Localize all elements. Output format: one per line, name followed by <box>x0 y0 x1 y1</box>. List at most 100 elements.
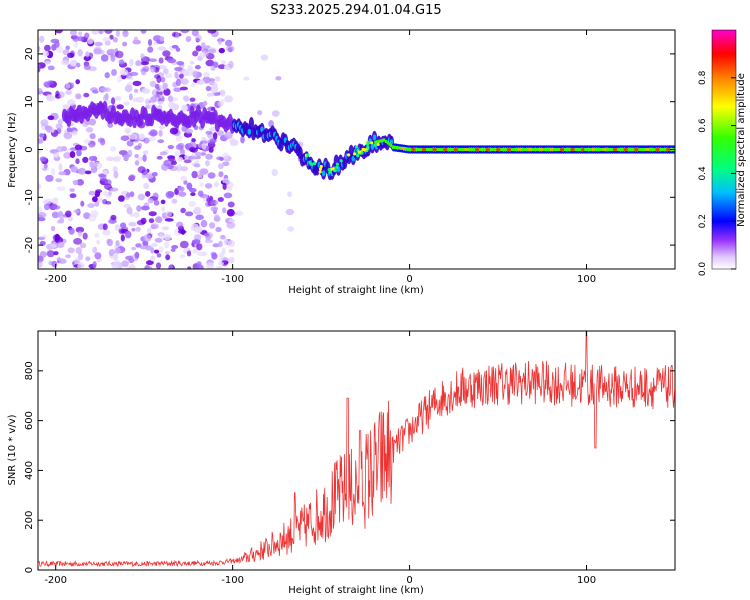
spectrogram-noise <box>190 60 195 65</box>
spectrogram-line-core <box>391 145 395 149</box>
spectrogram-noise <box>66 83 71 89</box>
spectrogram-line-core <box>598 147 602 152</box>
spectrogram-noise <box>210 206 219 212</box>
spectrogram-noise <box>180 207 186 214</box>
spectrogram-line-core <box>377 139 380 143</box>
spectrogram-noise <box>88 144 94 149</box>
spectrogram-noise <box>134 251 140 259</box>
spectrogram-noise <box>87 203 95 209</box>
spectrogram-line-core <box>492 147 495 152</box>
spectrogram-noise <box>196 79 205 85</box>
spectrogram-noise <box>102 169 108 175</box>
spectrogram-noise <box>159 151 168 156</box>
spectrogram-noise <box>221 60 226 65</box>
spectrogram-line-core <box>660 147 663 152</box>
spectrogram-noise <box>75 158 80 165</box>
spectrogram-noise <box>92 89 99 94</box>
spectrogram-line-core <box>491 147 494 152</box>
spectrogram-noise <box>96 239 101 245</box>
spectrogram-noise <box>38 138 44 144</box>
spectrogram-noise <box>205 130 213 135</box>
spectrogram-noise <box>180 229 186 235</box>
spectrogram-line-core <box>510 147 513 152</box>
spectrogram-noise <box>180 30 190 34</box>
spectrogram-noise <box>136 205 142 212</box>
snr-axes: -200 -100 0 100 0 200 400 600 800 <box>24 331 675 586</box>
spectrogram-line-core <box>643 147 646 152</box>
spectrogram-noise <box>188 200 196 208</box>
spectrogram-noise <box>115 50 124 59</box>
spectrogram-noise <box>164 73 173 79</box>
colorbar-tick-label: 0.2 <box>698 214 708 228</box>
spectrogram-line-core <box>639 147 642 152</box>
spectrogram-noise <box>187 266 192 269</box>
spectrogram-noise <box>114 224 121 231</box>
spectrogram-noise <box>148 218 155 224</box>
spectrogram-noise <box>55 123 63 130</box>
spectrogram-noise <box>146 260 154 266</box>
spectrogram-noise <box>208 146 214 153</box>
spectrogram-noise <box>155 262 162 269</box>
spectrogram-noise <box>215 265 223 269</box>
spectrogram-noise <box>69 193 77 199</box>
spectrogram-noise <box>227 201 235 208</box>
spectrogram-noise <box>205 85 212 92</box>
spectrogram-noise <box>38 63 41 69</box>
colorbar-tick-label: 0.0 <box>698 262 708 277</box>
spectrogram-noise <box>191 223 199 229</box>
spectrogram-noise <box>173 87 182 92</box>
spectrogram-line-core <box>483 147 487 152</box>
spectrogram-noise <box>57 211 64 217</box>
spectrogram-noise <box>198 169 206 176</box>
spectrogram-noise <box>145 245 152 251</box>
spectrogram-noise <box>129 71 139 76</box>
spectrogram-peak <box>634 148 639 151</box>
spectrogram-noise <box>80 200 85 207</box>
spectrogram-noise <box>186 182 193 190</box>
spectrogram-noise <box>157 139 165 144</box>
spectrogram-noise <box>214 181 219 188</box>
snr-ytick-label: 0 <box>24 567 35 573</box>
spectrogram-noise <box>201 142 207 150</box>
spectrogram-noise <box>126 81 132 86</box>
spectrogram-noise <box>219 156 224 161</box>
spectrogram-noise <box>206 197 212 203</box>
spectrogram-noise <box>68 227 75 235</box>
spectrogram-noise <box>217 64 227 70</box>
spectrogram-peak <box>422 148 426 151</box>
spectrogram-noise <box>97 137 105 143</box>
spectrogram-line-core <box>416 147 419 152</box>
spectrogram-ridge-core <box>370 143 375 150</box>
spectrogram-peak <box>613 148 618 151</box>
spectrogram-noise <box>75 79 80 85</box>
spectrogram-noise <box>107 48 116 54</box>
spectrogram-noise <box>224 131 233 139</box>
spectrogram-noise <box>126 206 133 215</box>
spectrogram-line-core <box>512 147 515 152</box>
snr-xtick-label: 0 <box>406 575 412 586</box>
spectrogram-noise <box>201 42 206 49</box>
spectrogram-noise <box>192 50 199 57</box>
spectrogram-noise <box>128 133 138 140</box>
spectrogram-noise <box>45 125 53 133</box>
spectrogram-noise <box>120 135 130 141</box>
spectrogram-noise <box>156 75 162 84</box>
spectrogram-line-core <box>526 147 529 152</box>
spectrogram-line-core <box>457 147 460 152</box>
spectrogram-noise <box>63 152 72 159</box>
spectrogram-noise <box>199 182 205 187</box>
spectrogram-noise <box>162 82 168 91</box>
spectrogram-noise <box>213 214 220 222</box>
spectrogram-noise <box>95 189 103 194</box>
spectrogram-noise <box>204 183 213 189</box>
spectrogram-noise <box>222 182 227 190</box>
spectrogram-noise <box>162 68 169 75</box>
snr-line <box>38 331 675 568</box>
spectrogram-noise <box>140 30 147 34</box>
spectrogram-line-core <box>558 147 561 152</box>
spectrogram-noise <box>132 80 142 87</box>
spectrogram-noise <box>143 182 150 190</box>
spectrogram-line-core <box>662 147 665 152</box>
spectrogram-noise <box>58 163 63 171</box>
spectrogram-peak <box>356 154 360 158</box>
